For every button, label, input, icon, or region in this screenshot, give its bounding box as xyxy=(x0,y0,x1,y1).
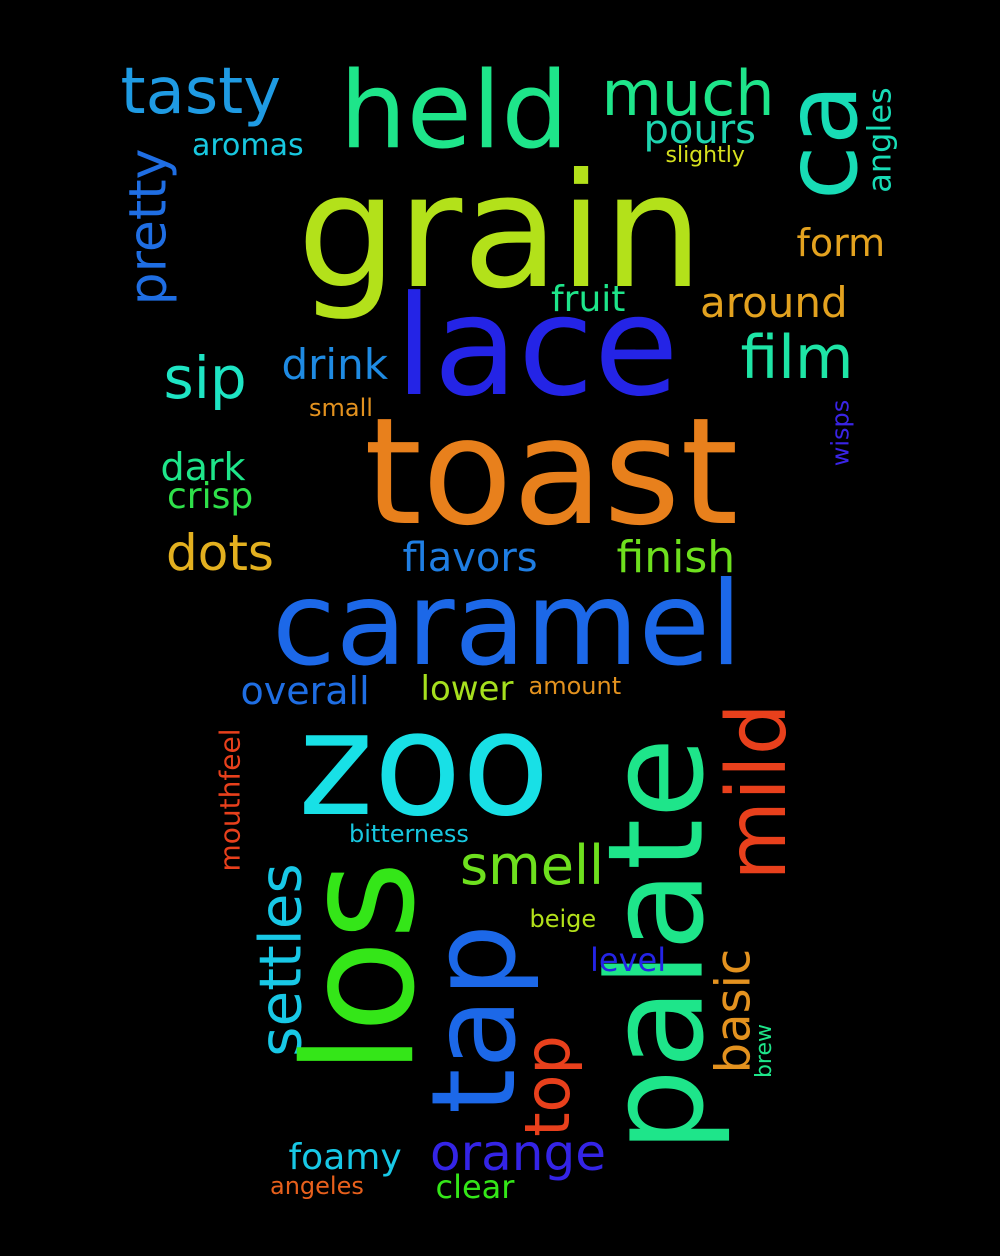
word-lower: lower xyxy=(420,669,514,709)
word-form: form xyxy=(796,221,886,265)
word-orange: orange xyxy=(430,1124,606,1182)
word-mouthfeel: mouthfeel xyxy=(212,728,246,872)
word-sip: sip xyxy=(163,344,247,412)
word-pretty: pretty xyxy=(117,148,178,306)
word-angeles: angeles xyxy=(270,1172,364,1200)
word-mild: mild xyxy=(709,703,805,881)
word-grain: grain xyxy=(297,140,704,324)
word-dots: dots xyxy=(166,524,274,582)
word-bitterness: bitterness xyxy=(349,820,469,848)
word-zoo: zoo xyxy=(298,680,550,848)
word-smell: smell xyxy=(460,834,604,897)
word-ca: ca xyxy=(763,83,881,201)
word-aromas: aromas xyxy=(192,128,304,163)
word-tasty: tasty xyxy=(120,55,282,129)
word-fruit: fruit xyxy=(551,279,626,320)
word-angles: angles xyxy=(860,87,899,193)
word-lace: lace xyxy=(395,266,679,427)
word-basic: basic xyxy=(704,948,761,1074)
word-slightly: slightly xyxy=(665,143,745,168)
word-brew: brew xyxy=(752,1023,778,1079)
word-wisps: wisps xyxy=(825,399,854,467)
word-toast: toast xyxy=(364,386,739,558)
word-overall: overall xyxy=(240,669,370,713)
word-dark: dark xyxy=(160,445,246,489)
word-foamy: foamy xyxy=(288,1137,402,1178)
word-crisp: crisp xyxy=(167,476,254,517)
word-caramel: caramel xyxy=(272,557,743,692)
word-small: small xyxy=(309,394,373,422)
word-level: level xyxy=(590,941,667,979)
word-beige: beige xyxy=(529,905,597,933)
word-clear: clear xyxy=(435,1168,515,1206)
word-finish: finish xyxy=(616,532,736,583)
word-much: much xyxy=(601,57,775,130)
word-amount: amount xyxy=(528,672,622,700)
word-drink: drink xyxy=(281,340,389,389)
word-held: held xyxy=(339,49,569,172)
word-pours: pours xyxy=(643,107,757,153)
word-around: around xyxy=(700,278,848,327)
word-top: top xyxy=(510,1035,584,1137)
word-flavors: flavors xyxy=(402,535,538,581)
word-film: film xyxy=(740,323,854,393)
